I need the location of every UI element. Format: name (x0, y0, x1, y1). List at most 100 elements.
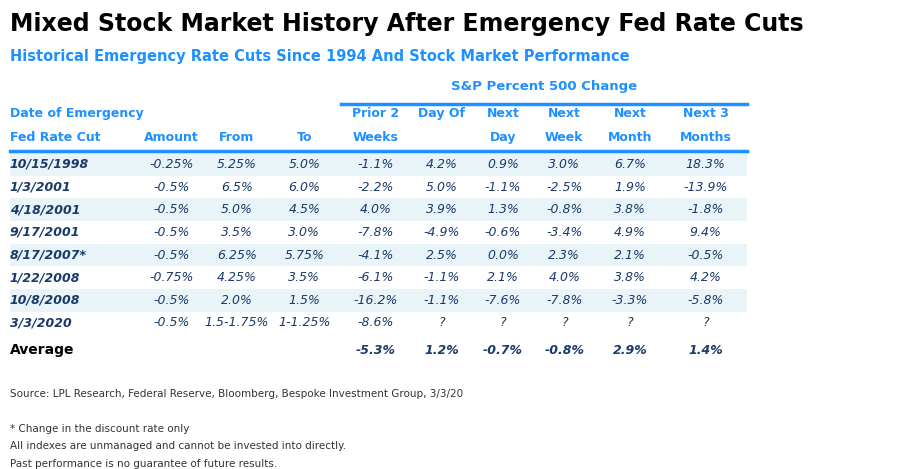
Text: 18.3%: 18.3% (686, 158, 726, 171)
Text: 10/8/2008: 10/8/2008 (9, 294, 80, 307)
Text: -1.1%: -1.1% (484, 181, 521, 194)
Text: 10/15/1998: 10/15/1998 (9, 158, 89, 171)
Text: -13.9%: -13.9% (684, 181, 728, 194)
Text: -0.25%: -0.25% (149, 158, 194, 171)
Text: -0.5%: -0.5% (154, 203, 189, 216)
Text: 2.0%: 2.0% (221, 294, 253, 307)
Text: 1.9%: 1.9% (614, 181, 646, 194)
Text: 3.0%: 3.0% (289, 226, 320, 239)
Text: -1.1%: -1.1% (423, 294, 460, 307)
Text: 5.0%: 5.0% (221, 203, 253, 216)
Text: -1.1%: -1.1% (423, 271, 460, 284)
Text: ?: ? (561, 317, 568, 329)
Text: -4.1%: -4.1% (358, 249, 394, 262)
Text: -1.8%: -1.8% (687, 203, 724, 216)
Text: Historical Emergency Rate Cuts Since 1994 And Stock Market Performance: Historical Emergency Rate Cuts Since 199… (9, 49, 629, 64)
Text: -0.5%: -0.5% (154, 294, 189, 307)
Text: 2.1%: 2.1% (614, 249, 646, 262)
Text: -3.4%: -3.4% (547, 226, 582, 239)
Text: 4.0%: 4.0% (548, 271, 580, 284)
FancyBboxPatch shape (9, 244, 747, 266)
Text: 3/3/2020: 3/3/2020 (9, 317, 71, 329)
Text: 6.7%: 6.7% (614, 158, 646, 171)
Text: ?: ? (438, 317, 445, 329)
Text: Next: Next (613, 107, 646, 121)
Text: All indexes are unmanaged and cannot be invested into directly.: All indexes are unmanaged and cannot be … (9, 441, 345, 451)
Text: 4.25%: 4.25% (217, 271, 257, 284)
Text: 1/22/2008: 1/22/2008 (9, 271, 80, 284)
Text: Next 3: Next 3 (683, 107, 728, 121)
Text: -0.5%: -0.5% (154, 317, 189, 329)
Text: -8.6%: -8.6% (358, 317, 394, 329)
Text: 9/17/2001: 9/17/2001 (9, 226, 80, 239)
Text: 6.0%: 6.0% (289, 181, 320, 194)
Text: 3.8%: 3.8% (614, 271, 646, 284)
Text: 1.2%: 1.2% (424, 344, 459, 356)
Text: 1-1.25%: 1-1.25% (278, 317, 331, 329)
Text: 3.5%: 3.5% (289, 271, 320, 284)
Text: 2.3%: 2.3% (548, 249, 580, 262)
Text: 5.0%: 5.0% (289, 158, 320, 171)
FancyBboxPatch shape (9, 153, 747, 176)
Text: To: To (297, 131, 312, 144)
Text: -16.2%: -16.2% (354, 294, 399, 307)
Text: 4/18/2001: 4/18/2001 (9, 203, 80, 216)
Text: Prior 2: Prior 2 (353, 107, 399, 121)
Text: 4.2%: 4.2% (426, 158, 458, 171)
Text: 5.0%: 5.0% (426, 181, 458, 194)
Text: 0.9%: 0.9% (487, 158, 519, 171)
Text: 4.5%: 4.5% (289, 203, 320, 216)
Text: Source: LPL Research, Federal Reserve, Bloomberg, Bespoke Investment Group, 3/3/: Source: LPL Research, Federal Reserve, B… (9, 388, 462, 399)
Text: 1/3/2001: 1/3/2001 (9, 181, 71, 194)
Text: 6.25%: 6.25% (217, 249, 257, 262)
Text: 9.4%: 9.4% (690, 226, 721, 239)
Text: -4.9%: -4.9% (423, 226, 460, 239)
Text: -0.75%: -0.75% (149, 271, 194, 284)
Text: 2.9%: 2.9% (612, 344, 647, 356)
Text: 4.2%: 4.2% (690, 271, 721, 284)
Text: -1.1%: -1.1% (358, 158, 394, 171)
Text: -0.6%: -0.6% (484, 226, 521, 239)
Text: 4.9%: 4.9% (614, 226, 646, 239)
Text: -0.5%: -0.5% (154, 249, 189, 262)
Text: Day: Day (490, 131, 516, 144)
Text: -6.1%: -6.1% (358, 271, 394, 284)
FancyBboxPatch shape (9, 198, 747, 221)
Text: 0.0%: 0.0% (487, 249, 519, 262)
Text: -7.8%: -7.8% (547, 294, 582, 307)
Text: ?: ? (702, 317, 709, 329)
Text: 3.9%: 3.9% (426, 203, 458, 216)
Text: 2.5%: 2.5% (426, 249, 458, 262)
Text: 1.5%: 1.5% (289, 294, 320, 307)
Text: 6.5%: 6.5% (221, 181, 253, 194)
Text: 8/17/2007*: 8/17/2007* (9, 249, 87, 262)
Text: Month: Month (608, 131, 652, 144)
Text: Amount: Amount (143, 131, 198, 144)
Text: 3.0%: 3.0% (548, 158, 580, 171)
Text: -3.3%: -3.3% (611, 294, 648, 307)
Text: ?: ? (627, 317, 633, 329)
Text: Average: Average (9, 343, 74, 357)
Text: S&P Percent 500 Change: S&P Percent 500 Change (451, 80, 637, 93)
Text: Next: Next (486, 107, 519, 121)
Text: Day Of: Day Of (418, 107, 465, 121)
Text: -0.5%: -0.5% (154, 226, 189, 239)
Text: 3.5%: 3.5% (221, 226, 253, 239)
Text: -0.8%: -0.8% (547, 203, 582, 216)
Text: ?: ? (500, 317, 506, 329)
Text: Next: Next (547, 107, 580, 121)
Text: * Change in the discount rate only: * Change in the discount rate only (9, 424, 189, 434)
Text: 1.4%: 1.4% (688, 344, 723, 356)
Text: -0.5%: -0.5% (154, 181, 189, 194)
Text: 5.75%: 5.75% (284, 249, 324, 262)
Text: 4.0%: 4.0% (360, 203, 392, 216)
Text: From: From (219, 131, 254, 144)
Text: Past performance is no guarantee of future results.: Past performance is no guarantee of futu… (9, 459, 277, 469)
Text: Date of Emergency: Date of Emergency (9, 107, 143, 121)
Text: 2.1%: 2.1% (487, 271, 519, 284)
Text: -5.3%: -5.3% (356, 344, 396, 356)
Text: -7.6%: -7.6% (484, 294, 521, 307)
Text: Fed Rate Cut: Fed Rate Cut (9, 131, 100, 144)
Text: 1.5-1.75%: 1.5-1.75% (205, 317, 269, 329)
Text: Week: Week (545, 131, 584, 144)
